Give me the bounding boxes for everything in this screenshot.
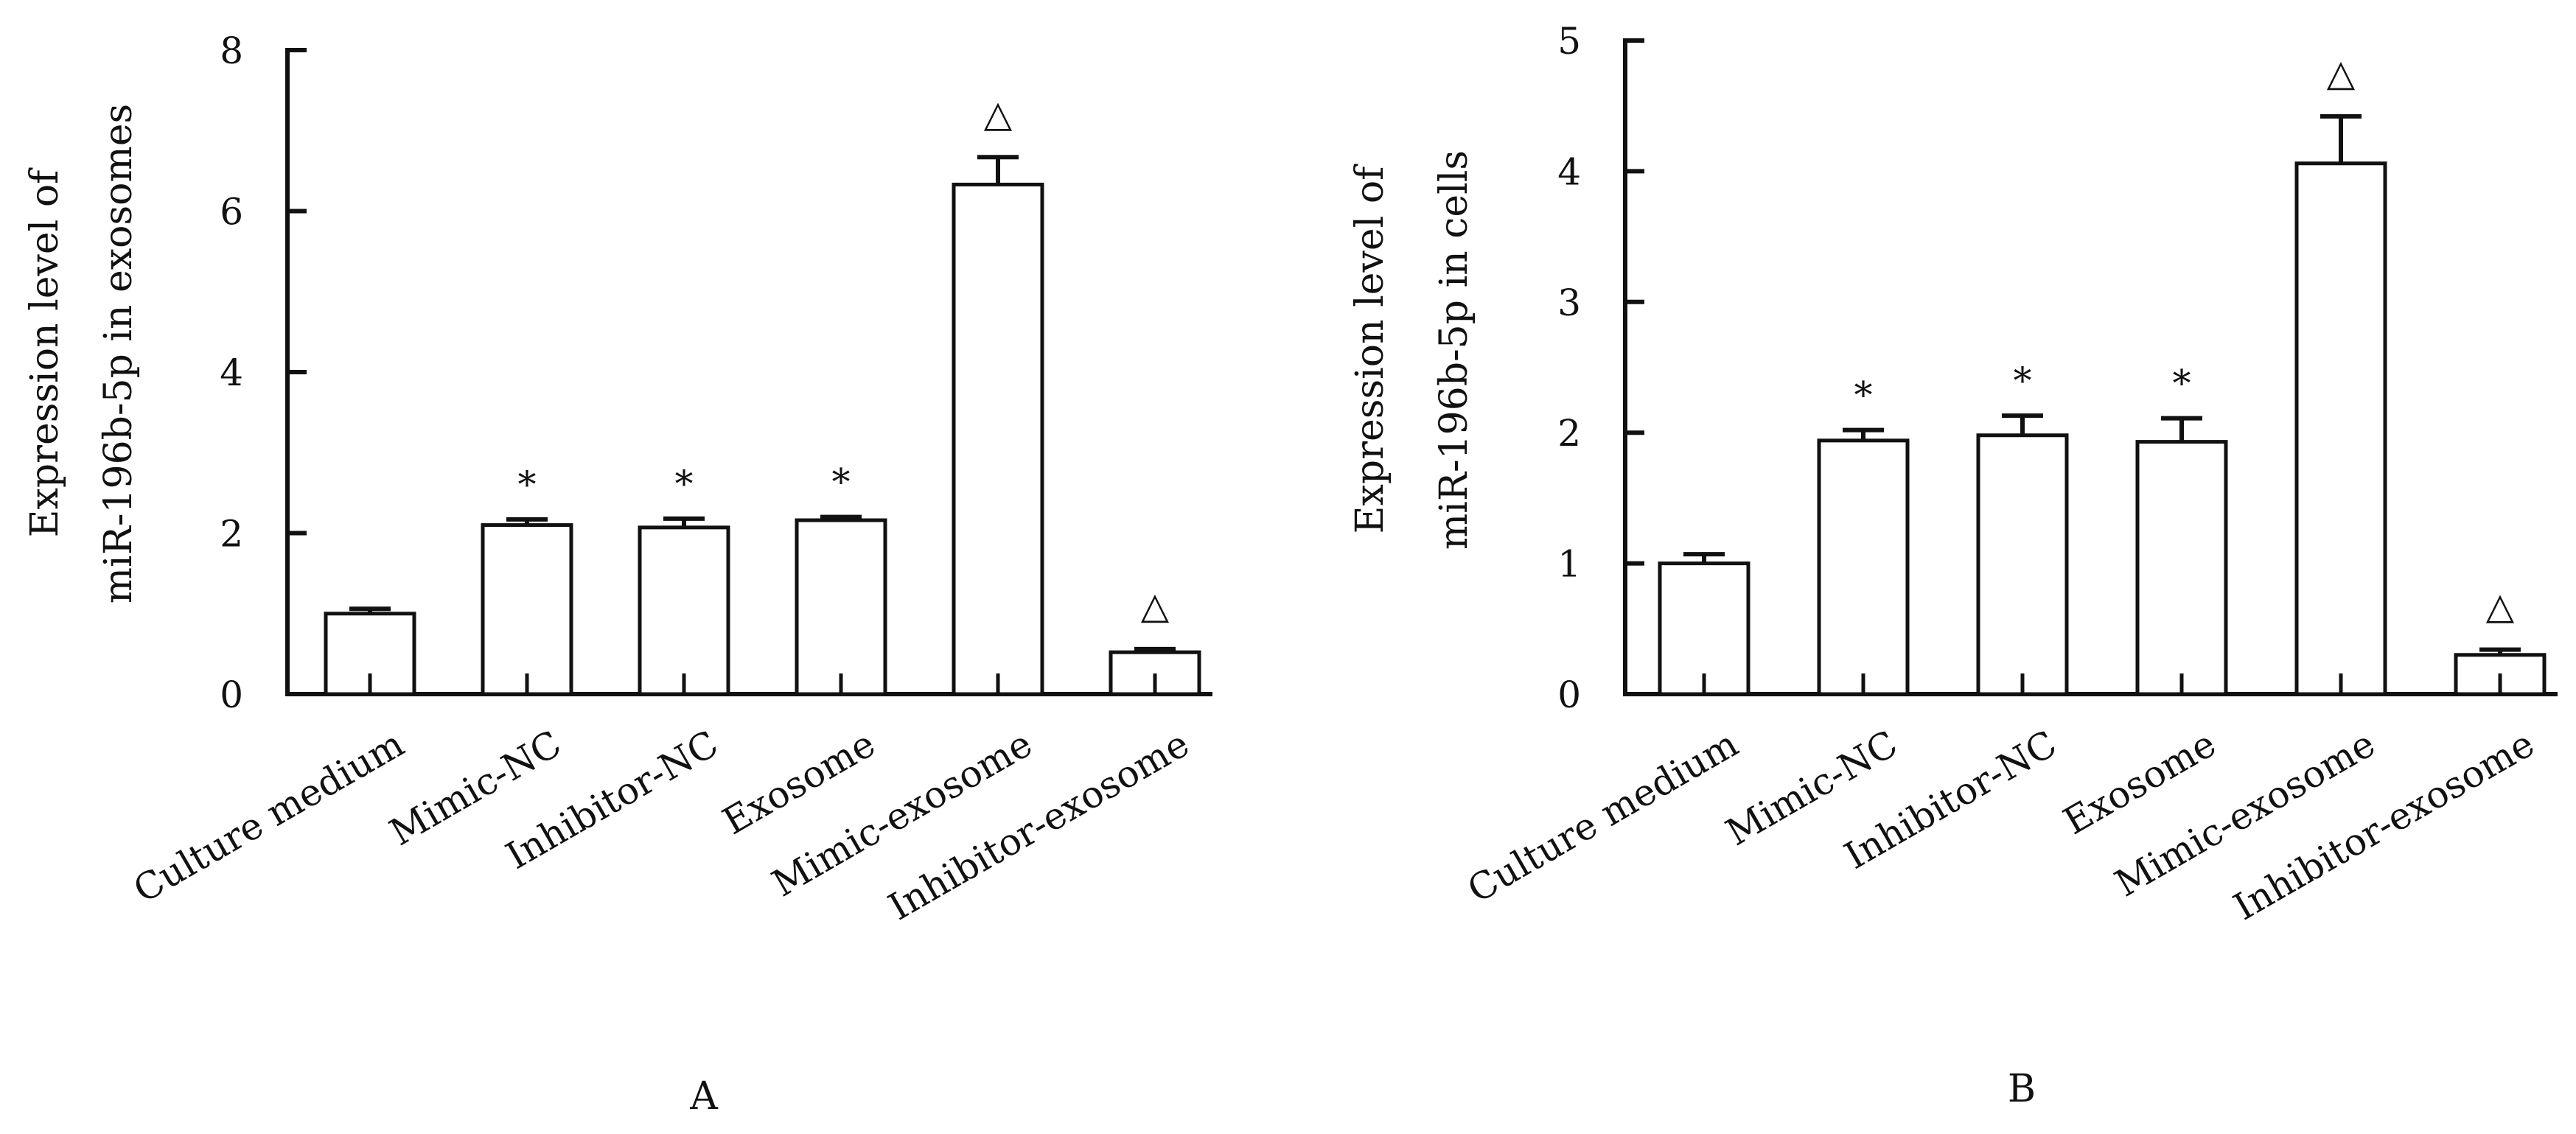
- bar: [795, 518, 887, 696]
- y-tick-label: 2: [220, 513, 243, 556]
- x-tick-label: Mimic-exosome: [2108, 722, 2382, 905]
- bar: [638, 525, 730, 696]
- y-tick-label: 6: [220, 191, 243, 234]
- y-tick-label: 1: [1557, 543, 1581, 586]
- x-tick-label: Mimic-exosome: [765, 722, 1039, 905]
- bar: [1817, 438, 1910, 696]
- significance-marker: *: [675, 463, 694, 505]
- panel-label: A: [689, 1074, 719, 1119]
- x-tick-label: Inhibitor-exosome: [882, 722, 1196, 928]
- significance-marker: *: [1854, 374, 1873, 417]
- y-axis-title-line1: Expression level of: [23, 167, 67, 538]
- bar: [2135, 440, 2228, 696]
- y-tick-label: 4: [1557, 150, 1581, 193]
- significance-marker: △: [2486, 585, 2515, 628]
- bar: [1976, 433, 2069, 696]
- x-tick-label: Inhibitor-exosome: [2227, 722, 2541, 928]
- y-tick-label: 0: [220, 673, 243, 716]
- y-tick-label: 2: [1557, 412, 1581, 455]
- y-tick-label: 4: [220, 351, 243, 394]
- y-tick-label: 0: [1557, 673, 1581, 716]
- bar: [2294, 161, 2387, 696]
- significance-marker: △: [2327, 52, 2356, 94]
- significance-marker: △: [1141, 584, 1170, 627]
- panel-label: B: [2008, 1067, 2036, 1111]
- bar: [1658, 561, 1751, 696]
- y-tick-label: 5: [1557, 20, 1581, 63]
- significance-marker: △: [984, 92, 1013, 135]
- y-axis-title-line2: miR-196b-5p in exosomes: [97, 104, 141, 604]
- significance-marker: *: [518, 463, 537, 506]
- x-tick-label: Culture medium: [1461, 722, 1745, 911]
- x-tick-label: Culture medium: [127, 722, 411, 911]
- significance-marker: *: [2014, 360, 2032, 402]
- significance-marker: *: [832, 461, 851, 504]
- y-axis-title-line1: Expression level of: [1348, 164, 1392, 534]
- y-tick-label: 8: [220, 29, 243, 72]
- y-axis-title-line2: miR-196b-5p in cells: [1432, 150, 1476, 550]
- y-tick-label: 3: [1557, 281, 1581, 324]
- significance-marker: *: [2173, 363, 2191, 405]
- bar: [952, 182, 1044, 696]
- bar: [481, 523, 573, 696]
